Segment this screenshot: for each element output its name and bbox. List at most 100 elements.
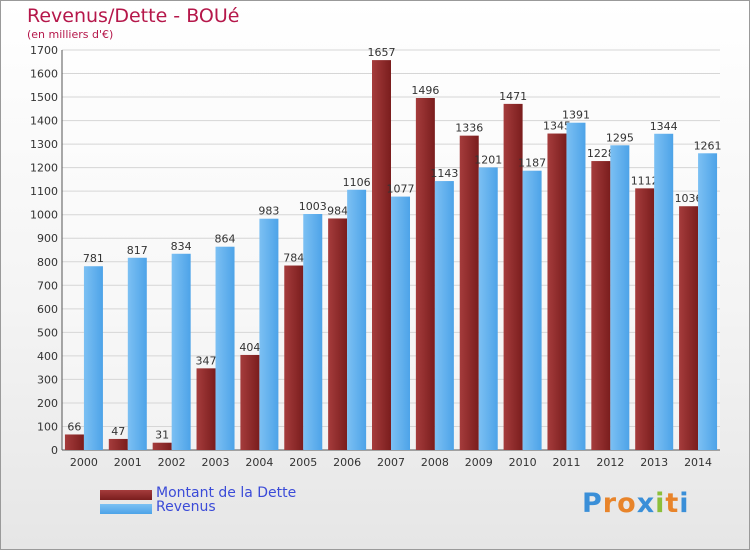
bar-dette-2012 — [591, 161, 611, 450]
legend-swatch-dette — [100, 490, 152, 500]
y-tick-label: 400 — [37, 350, 58, 363]
y-tick-label: 900 — [37, 232, 58, 245]
data-label-revenus-2010: 1187 — [518, 157, 546, 170]
bar-dette-2006 — [328, 218, 348, 450]
data-label-dette-2013: 1112 — [631, 174, 659, 187]
bar-revenus-2008 — [434, 181, 454, 450]
logo-letter: r — [602, 488, 618, 519]
data-label-revenus-2012: 1295 — [606, 131, 634, 144]
y-tick-label: 1300 — [30, 138, 58, 151]
bar-revenus-2001 — [127, 257, 147, 450]
legend-label-dette: Montant de la Dette — [156, 485, 297, 501]
bar-revenus-2009 — [478, 167, 498, 451]
data-label-revenus-2000: 781 — [83, 252, 104, 265]
data-label-revenus-2009: 1201 — [474, 153, 502, 166]
y-tick-label: 200 — [37, 397, 58, 410]
data-label-dette-2005: 784 — [283, 252, 304, 265]
x-tick-label: 2003 — [202, 456, 230, 469]
x-tick-label: 2013 — [640, 456, 668, 469]
y-tick-label: 1000 — [30, 209, 58, 222]
data-label-dette-2006: 984 — [327, 204, 348, 217]
data-label-dette-2014: 1036 — [675, 192, 703, 205]
logo-letter: i — [655, 488, 666, 519]
chart-subtitle: (en milliers d'€) — [27, 28, 114, 41]
data-label-revenus-2011: 1391 — [562, 109, 590, 122]
bar-revenus-2000 — [83, 266, 103, 450]
data-label-dette-2010: 1471 — [499, 90, 527, 103]
chart-title: Revenus/Dette - BOUé — [27, 5, 240, 27]
data-label-revenus-2001: 817 — [127, 244, 148, 257]
bar-dette-2011 — [547, 133, 567, 450]
bar-revenus-2012 — [610, 145, 630, 450]
x-tick-label: 2007 — [377, 456, 405, 469]
bar-revenus-2007 — [391, 196, 410, 450]
logo-letter: i — [679, 488, 690, 519]
logo-letter: o — [617, 488, 637, 519]
x-tick-label: 2000 — [70, 456, 98, 469]
bar-dette-2003 — [196, 368, 216, 450]
data-label-dette-2004: 404 — [239, 341, 260, 354]
bar-revenus-2006 — [347, 189, 367, 450]
y-tick-label: 700 — [37, 279, 58, 292]
x-tick-label: 2014 — [684, 456, 712, 469]
data-label-revenus-2014: 1261 — [694, 139, 722, 152]
data-label-dette-2008: 1496 — [411, 84, 439, 97]
data-label-dette-2002: 31 — [155, 429, 169, 442]
data-label-revenus-2008: 1143 — [430, 167, 458, 180]
bar-dette-2005 — [284, 265, 304, 450]
y-tick-label: 1500 — [30, 91, 58, 104]
y-tick-label: 1600 — [30, 68, 58, 81]
bar-revenus-2005 — [303, 214, 323, 450]
data-label-dette-2011: 1345 — [543, 120, 571, 133]
data-label-dette-2009: 1336 — [455, 122, 483, 135]
data-label-dette-2012: 1228 — [587, 147, 615, 160]
y-tick-label: 500 — [37, 326, 58, 339]
x-tick-label: 2002 — [158, 456, 186, 469]
bar-dette-2004 — [240, 354, 260, 450]
y-tick-label: 0 — [51, 444, 58, 457]
logo-letter: t — [665, 488, 680, 519]
bar-revenus-2010 — [522, 170, 542, 451]
bar-dette-2013 — [635, 188, 655, 450]
bar-revenus-2003 — [215, 246, 235, 450]
data-label-revenus-2003: 864 — [215, 233, 236, 246]
logo-letter: x — [636, 488, 656, 519]
data-label-dette-2003: 347 — [196, 354, 217, 367]
y-tick-label: 300 — [37, 373, 58, 386]
legend-swatch-revenus — [100, 504, 152, 514]
legend-label-revenus: Revenus — [156, 499, 216, 515]
bar-dette-2014 — [679, 206, 699, 450]
data-label-revenus-2007: 1077 — [387, 183, 415, 196]
x-tick-label: 2001 — [114, 456, 142, 469]
data-label-revenus-2002: 834 — [171, 240, 192, 253]
x-tick-label: 2006 — [333, 456, 361, 469]
x-tick-label: 2004 — [245, 456, 273, 469]
y-tick-label: 1700 — [30, 44, 58, 57]
y-tick-label: 800 — [37, 256, 58, 269]
bar-dette-2007 — [372, 60, 391, 450]
y-tick-label: 1100 — [30, 185, 58, 198]
y-tick-label: 600 — [37, 303, 58, 316]
bar-revenus-2014 — [698, 153, 718, 450]
x-tick-label: 2011 — [552, 456, 580, 469]
bar-revenus-2011 — [566, 122, 586, 451]
x-tick-label: 2005 — [289, 456, 317, 469]
data-label-revenus-2005: 1003 — [299, 200, 327, 213]
data-label-dette-2000: 66 — [67, 420, 81, 433]
logo-letter: P — [582, 488, 603, 519]
proxiti-logo: Proxiti — [582, 488, 690, 519]
bar-dette-2000 — [64, 434, 84, 450]
x-tick-label: 2009 — [465, 456, 493, 469]
y-tick-label: 1200 — [30, 162, 58, 175]
x-tick-label: 2012 — [596, 456, 624, 469]
bar-revenus-2004 — [259, 218, 279, 450]
y-tick-label: 100 — [37, 420, 58, 433]
x-tick-label: 2008 — [421, 456, 449, 469]
y-tick-label: 1400 — [30, 115, 58, 128]
bar-dette-2010 — [503, 103, 523, 450]
data-label-revenus-2004: 983 — [258, 205, 279, 218]
data-label-revenus-2006: 1106 — [343, 176, 371, 189]
bar-revenus-2013 — [654, 133, 674, 450]
bar-revenus-2002 — [171, 253, 191, 450]
